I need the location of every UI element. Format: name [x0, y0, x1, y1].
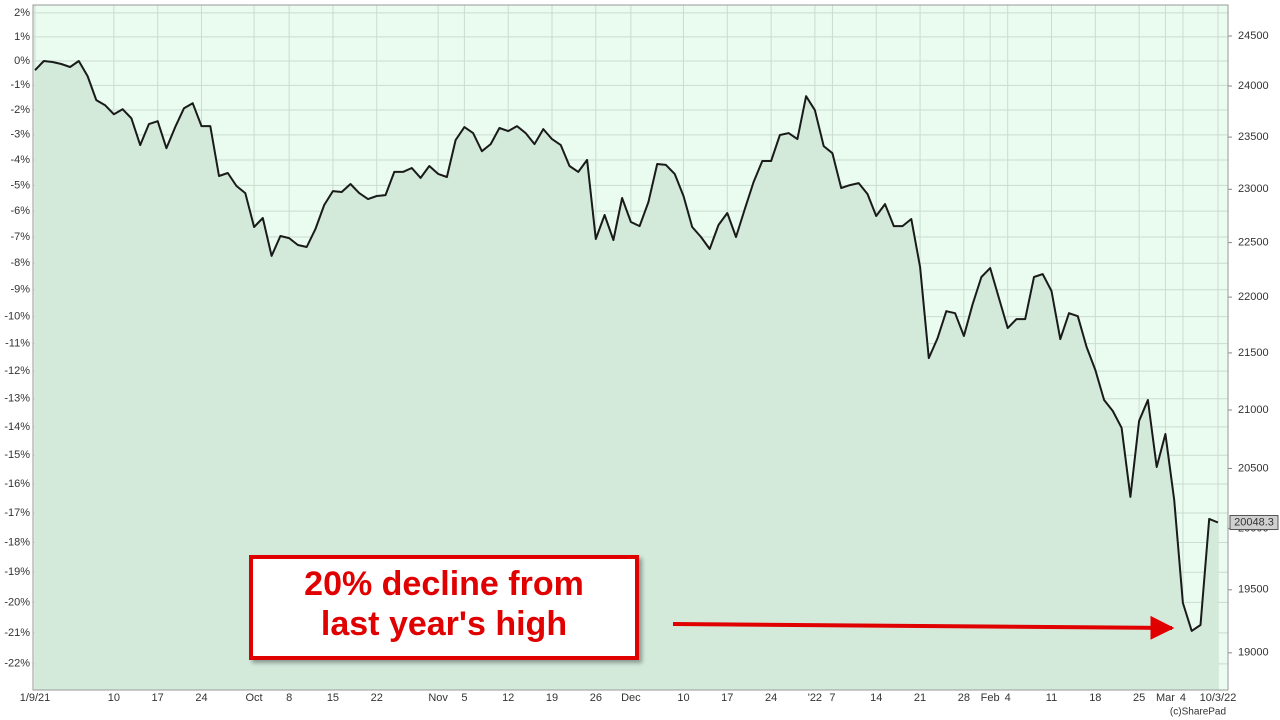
- x-tick-label: 7: [829, 692, 835, 704]
- annotation-box: [249, 555, 639, 660]
- y-tick-label: 19000: [1238, 647, 1269, 659]
- y2-tick-label: -18%: [4, 536, 30, 548]
- y-tick-label: 21500: [1238, 347, 1269, 359]
- y2-tick-label: -9%: [10, 284, 30, 296]
- y2-tick-label: -15%: [4, 449, 30, 461]
- annotation-line: last year's high: [321, 605, 567, 643]
- x-tick-label: 4: [1005, 692, 1011, 704]
- y2-tick-label: -5%: [10, 179, 30, 191]
- y2-tick-label: -2%: [10, 104, 30, 116]
- x-tick-label: 8: [286, 692, 292, 704]
- x-tick-label: 5: [461, 692, 467, 704]
- x-tick-label: 10: [677, 692, 689, 704]
- x-tick-label: Dec: [621, 692, 641, 704]
- y2-tick-label: -16%: [4, 478, 30, 490]
- y2-tick-label: -11%: [5, 338, 30, 350]
- x-tick-label: 24: [765, 692, 777, 704]
- x-tick-label: 19: [546, 692, 558, 704]
- y-tick-label: 21000: [1238, 404, 1269, 416]
- y2-tick-label: -3%: [10, 129, 30, 141]
- x-tick-label: '22: [808, 692, 822, 704]
- y2-tick-label: -20%: [4, 596, 30, 608]
- credit: (c)SharePad: [1170, 707, 1226, 718]
- x-tick-label: 21: [914, 692, 926, 704]
- line: [34, 60, 1219, 632]
- area: [35, 61, 1218, 690]
- x-tick-label: 22: [371, 692, 383, 704]
- y2-tick-label: 1%: [14, 31, 30, 43]
- x-tick-label: Nov: [428, 692, 448, 704]
- overlay: 20% decline from last year's high (c)Sha…: [249, 555, 1226, 718]
- y-tick-label: 20500: [1238, 462, 1269, 474]
- y-tick-label: 19500: [1238, 584, 1269, 596]
- y2-tick-label: -1%: [10, 79, 30, 91]
- x-tick-label: Mar: [1156, 692, 1175, 704]
- x-tick-label: 1/9/21: [20, 692, 51, 704]
- annotation-line: 20% decline from: [304, 565, 584, 603]
- x-tick-label: 24: [195, 692, 207, 704]
- y2-tick-label: -6%: [10, 205, 30, 217]
- x-tick-label: 17: [152, 692, 164, 704]
- x-tick-label: 4: [1180, 692, 1186, 704]
- plot-area: 2% 1% 0% -1% -2% -3% -4% -5% -6% -7% -8% -9% -10% -11…: [4, 4, 1279, 704]
- x-tick-label: 11: [1046, 692, 1057, 704]
- y2-tick-label: -13%: [4, 393, 30, 405]
- y-tick-label: 22000: [1238, 291, 1269, 303]
- y-tick-label: 23500: [1238, 131, 1269, 143]
- x-tick-label: 25: [1133, 692, 1145, 704]
- y2-tick-label: -4%: [10, 154, 30, 166]
- plot-border: [32, 4, 1229, 691]
- y-tick-label: 22500: [1238, 237, 1269, 249]
- y2-tick-label: -19%: [4, 566, 30, 578]
- x-tick-label: 18: [1089, 692, 1101, 704]
- y2-tick-label: 0%: [14, 55, 30, 67]
- annotation-arrow: [672, 615, 1175, 640]
- y2-tick-label: -22%: [4, 658, 30, 670]
- y2-tick-label: -8%: [10, 257, 30, 269]
- y2-tick-label: -14%: [4, 421, 30, 433]
- x-tick-label: Oct: [246, 692, 263, 704]
- y2-tick-label: 2%: [14, 7, 30, 19]
- y-tick-label: 23000: [1238, 183, 1269, 195]
- y2-tick-label: -17%: [4, 507, 30, 519]
- y-tick-label: 24500: [1238, 30, 1269, 42]
- y2-tick-label: -10%: [4, 311, 30, 323]
- y2-tick-label: -21%: [4, 627, 30, 639]
- x-tick-label: 12: [502, 692, 514, 704]
- x-tick-label: 10: [108, 692, 120, 704]
- last-value-box: [1229, 515, 1279, 531]
- x-tick-label: Feb: [981, 692, 1000, 704]
- y2-tick-label: -7%: [10, 231, 30, 243]
- y2-tick-label: -12%: [4, 365, 30, 377]
- x-tick-label: 28: [958, 692, 970, 704]
- x-tick-label: 26: [590, 692, 602, 704]
- x-tick-label: 10/3/22: [1200, 692, 1237, 704]
- x-tick-label: 14: [870, 692, 882, 704]
- y-tick-label: 24000: [1238, 80, 1269, 92]
- x-tick-label: 17: [721, 692, 733, 704]
- last-value-label: 20048.3: [1234, 516, 1274, 528]
- x-tick-label: 15: [327, 692, 339, 704]
